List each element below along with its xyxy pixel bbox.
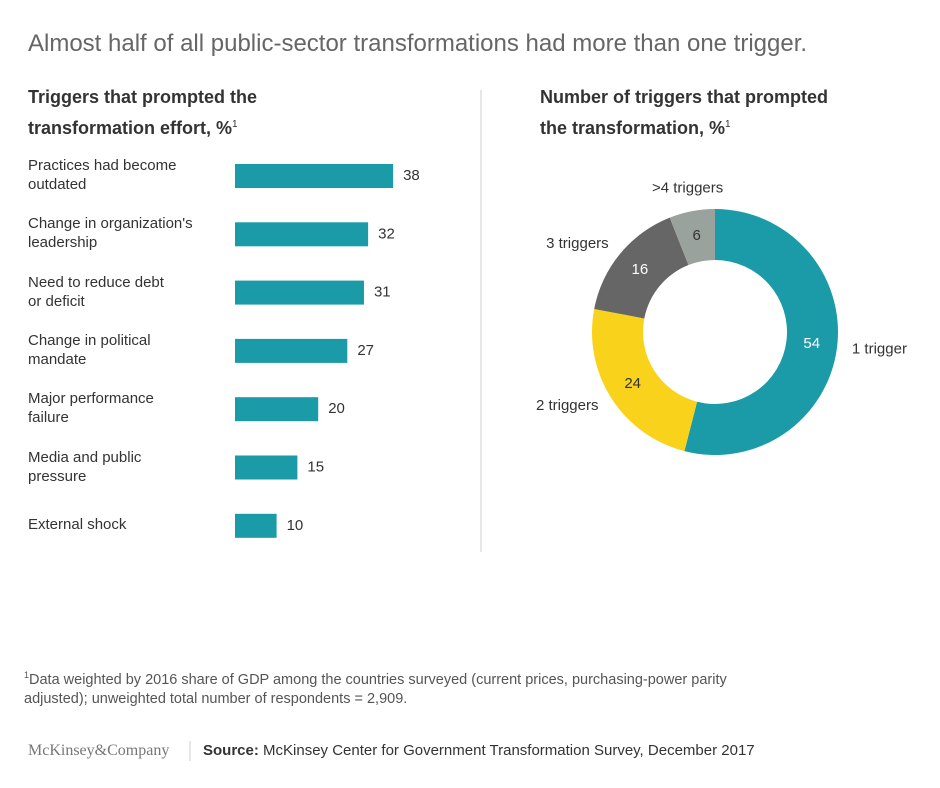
logo: McKinsey&Company <box>28 742 170 759</box>
value-label: 38 <box>403 167 420 184</box>
category-label: >4 triggers <box>652 180 723 197</box>
category-label: Media and public pressure <box>28 448 142 485</box>
donut-segment <box>594 217 689 319</box>
category-label: Need to reduce debt or deficit <box>28 273 164 310</box>
bar <box>235 222 369 247</box>
value-label: 27 <box>357 342 374 359</box>
value-label: 32 <box>378 225 395 242</box>
value-label: 15 <box>307 458 324 475</box>
value-label: 10 <box>287 517 304 534</box>
bar-title-note: 1 <box>232 119 238 130</box>
donut-title-text: Number of triggers that prompted the tra… <box>540 87 829 138</box>
value-label: 54 <box>803 335 820 352</box>
donut-segment <box>684 209 838 455</box>
footnote-text: Data weighted by 2016 share of GDP among… <box>24 672 727 707</box>
bar <box>235 397 319 422</box>
bar <box>235 280 364 305</box>
bar <box>235 338 348 363</box>
footnote: 1Data weighted by 2016 share of GDP amon… <box>24 666 727 709</box>
value-label: 20 <box>328 400 345 417</box>
bar-title: Triggers that prompted the transformatio… <box>28 84 257 142</box>
donut-segment <box>591 308 698 452</box>
value-label: 6 <box>693 227 701 244</box>
category-label: 2 triggers <box>536 397 599 414</box>
bar <box>235 164 394 188</box>
value-label: 16 <box>632 261 649 278</box>
value-label: 24 <box>624 375 641 392</box>
source: Source: McKinsey Center for Government T… <box>203 742 755 759</box>
category-label: External shock <box>28 516 127 534</box>
category-label: Practices had become outdated <box>28 157 177 193</box>
bar-title-text: Triggers that prompted the transformatio… <box>28 87 258 138</box>
category-label: Major performance failure <box>28 390 154 427</box>
source-text: McKinsey Center for Government Transform… <box>263 742 755 759</box>
page-title: Almost half of all public-sector transfo… <box>28 30 808 57</box>
donut-segment <box>669 209 715 266</box>
bar <box>235 513 277 538</box>
value-label: 31 <box>374 284 391 301</box>
category-label: 1 trigger <box>852 340 907 357</box>
category-label: Change in political mandate <box>28 331 151 368</box>
bar <box>235 455 298 480</box>
footnote-marker: 1 <box>24 670 30 680</box>
donut-title: Number of triggers that prompted the tra… <box>540 84 828 142</box>
category-label: 3 triggers <box>546 235 609 252</box>
donut-title-note: 1 <box>725 119 731 130</box>
category-label: Change in organization's leadership <box>28 215 193 252</box>
source-label: Source: <box>203 742 259 759</box>
